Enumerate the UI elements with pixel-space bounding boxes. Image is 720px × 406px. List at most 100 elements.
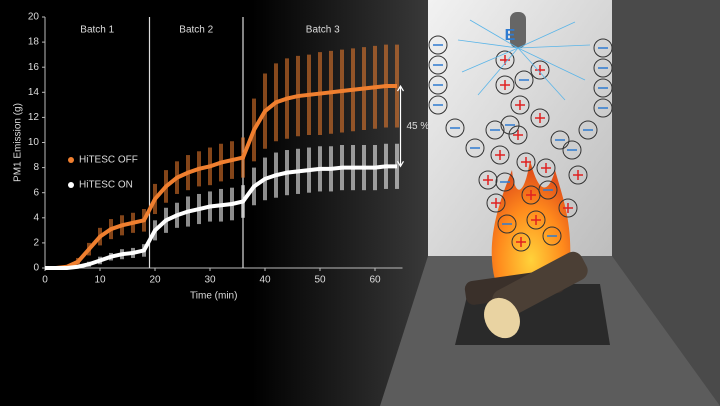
ion-circle [485, 120, 505, 140]
anion [562, 140, 582, 160]
y-tick-label: 2 [33, 238, 39, 249]
anion [485, 120, 505, 140]
field-arrow [461, 47, 519, 73]
ion-circle [558, 198, 578, 218]
cation [526, 210, 546, 230]
x-tick-label: 60 [369, 275, 381, 286]
anion [445, 118, 465, 138]
y-tick-label: 4 [33, 212, 39, 223]
ion-circle [495, 50, 515, 70]
ion-circle [445, 118, 465, 138]
anion [495, 172, 515, 192]
ion-circle [562, 140, 582, 160]
flames [491, 160, 571, 285]
field-arrow [477, 47, 519, 96]
y-tick-label: 20 [28, 12, 40, 23]
ion-circle [530, 60, 550, 80]
cation [510, 95, 530, 115]
anion [593, 58, 613, 78]
field-label: E [505, 27, 516, 44]
x-axis-label: Time (min) [190, 291, 237, 302]
electrode [510, 12, 526, 48]
ion-circle [428, 95, 448, 115]
ion-circle [514, 70, 534, 90]
ion-circle [486, 193, 506, 213]
cation [530, 60, 550, 80]
anion [578, 120, 598, 140]
ion-circle [593, 38, 613, 58]
anion [514, 70, 534, 90]
ion-circle [497, 214, 517, 234]
ion-circle [578, 120, 598, 140]
ion-circle [536, 158, 556, 178]
cation [486, 193, 506, 213]
series-line [45, 84, 397, 270]
anion [500, 115, 520, 135]
y-axis-label: PM1 Emission (g) [13, 103, 24, 182]
ion-circle [490, 145, 510, 165]
x-tick-label: 30 [204, 275, 216, 286]
x-tick-label: 50 [314, 275, 326, 286]
y-tick-label: 0 [33, 263, 39, 274]
x-tick-label: 40 [259, 275, 271, 286]
ion-circle [510, 95, 530, 115]
x-tick-label: 20 [149, 275, 161, 286]
anion [428, 55, 448, 75]
anion [542, 226, 562, 246]
log [492, 251, 588, 319]
arrow-head [396, 84, 405, 168]
cation [568, 165, 588, 185]
ion-circle [508, 125, 528, 145]
ion-circle [516, 152, 536, 172]
ion-circle [511, 232, 531, 252]
cation [516, 152, 536, 172]
ion-circle [428, 55, 448, 75]
right-wall [612, 0, 720, 406]
series-line [45, 164, 397, 270]
anion [593, 38, 613, 58]
legend-label: HiTESC ON [79, 180, 133, 191]
anion [428, 35, 448, 55]
cation [478, 170, 498, 190]
cation [530, 108, 550, 128]
x-tick-label: 10 [94, 275, 106, 286]
ions [428, 19, 613, 252]
ion-circle [530, 108, 550, 128]
ion-circle [478, 170, 498, 190]
field-arrow [457, 39, 519, 49]
ion-circle [593, 78, 613, 98]
anion [465, 138, 485, 158]
field-arrow [517, 47, 566, 101]
anion [593, 98, 613, 118]
cation [495, 75, 515, 95]
batch-label: Batch 2 [179, 25, 213, 36]
log-end [484, 297, 520, 339]
y-tick-label: 6 [33, 187, 39, 198]
y-tick-label: 18 [28, 37, 40, 48]
field-arrow [517, 21, 576, 49]
y-tick-label: 12 [28, 112, 40, 123]
cation [536, 158, 556, 178]
anion [550, 130, 570, 150]
anion [538, 180, 558, 200]
field-arrow [469, 19, 519, 49]
back-wall [428, 0, 612, 256]
chart: 0 2 4 6 8 10 12 14 16 18 20 0 10 20 30 40 50 60 Time (min)… [13, 12, 430, 302]
ion-circle [500, 115, 520, 135]
cation [490, 145, 510, 165]
legend-marker [68, 157, 74, 163]
cation [511, 232, 531, 252]
legend-marker [68, 182, 74, 188]
anion [593, 78, 613, 98]
field-arrow [517, 44, 591, 49]
anion [428, 75, 448, 95]
cation [508, 125, 528, 145]
ion-circle [593, 98, 613, 118]
ion-circle [593, 58, 613, 78]
ion-circle [428, 75, 448, 95]
ion-circle [538, 180, 558, 200]
batch-label: Batch 1 [80, 25, 114, 36]
ion-circle [465, 138, 485, 158]
